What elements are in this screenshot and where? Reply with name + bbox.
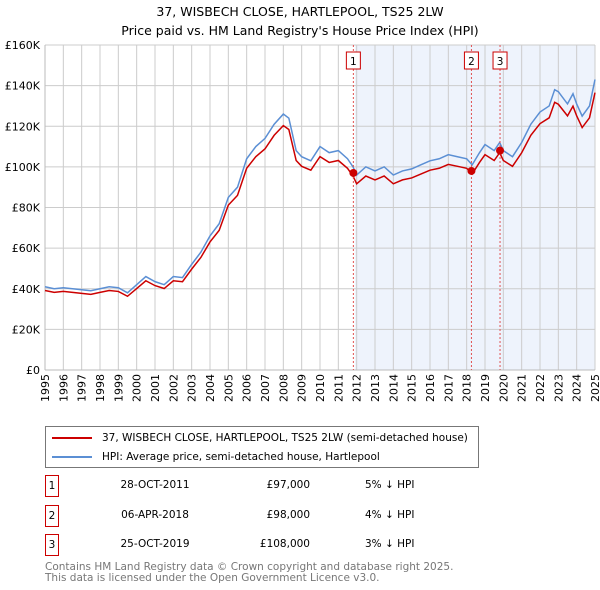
chart-title: 37, WISBECH CLOSE, HARTLEPOOL, TS25 2LW … — [0, 2, 600, 40]
x-tick-label: 2015 — [406, 374, 419, 402]
x-tick-label: 2017 — [442, 374, 455, 402]
sale-price: £97,000 — [266, 479, 310, 491]
sale-date: 06-APR-2018 — [121, 509, 189, 521]
y-tick-label: £100K — [5, 161, 41, 174]
x-tick-label: 2023 — [552, 374, 565, 402]
hpi-line — [44, 79, 596, 294]
sale-point — [349, 168, 358, 177]
footer-line: Contains HM Land Registry data © Crown c… — [45, 561, 454, 573]
sale-hpi: 4% ↓ HPI — [365, 509, 415, 521]
sale-label: 3 — [497, 56, 504, 68]
x-tick-label: 2005 — [222, 374, 235, 402]
subtitle: Price paid vs. HM Land Registry's House … — [121, 23, 479, 38]
x-tick-label: 2010 — [314, 374, 327, 402]
y-tick-label: £80K — [12, 202, 41, 215]
y-tick-label: £160K — [5, 39, 41, 52]
sale-price: £108,000 — [259, 538, 310, 550]
x-tick-label: 2016 — [424, 374, 437, 402]
x-tick-label: 2014 — [387, 374, 400, 402]
x-tick-label: 2006 — [241, 374, 254, 402]
x-tick-label: 2007 — [259, 374, 272, 402]
y-tick-label: £140K — [5, 80, 41, 93]
sale-marker: 3 — [45, 534, 59, 556]
x-tick-label: 2024 — [571, 374, 584, 402]
x-tick-label: 2022 — [534, 374, 547, 402]
legend-item-property: 37, WISBECH CLOSE, HARTLEPOOL, TS25 2LW … — [52, 429, 468, 447]
x-tick-label: 2001 — [149, 374, 162, 402]
sale-label-box — [492, 51, 508, 70]
sale-point — [467, 166, 476, 175]
sale-label-box — [463, 51, 479, 70]
x-tick-label: 1997 — [76, 374, 89, 402]
y-tick-label: £120K — [5, 120, 41, 133]
x-tick-label: 1998 — [94, 374, 107, 402]
sale-label: 1 — [350, 56, 357, 68]
footer-line: This data is licensed under the Open Gov… — [45, 572, 380, 584]
sale-price: £98,000 — [266, 509, 310, 521]
x-tick-label: 2002 — [167, 374, 180, 402]
sale-marker: 2 — [45, 505, 59, 527]
legend-label: HPI: Average price, semi-detached house,… — [102, 451, 380, 463]
legend-item-hpi: HPI: Average price, semi-detached house,… — [52, 448, 380, 466]
x-tick-label: 2011 — [332, 374, 345, 402]
sale-row: 1 28-OCT-2011 £97,000 5% ↓ HPI — [45, 475, 445, 497]
sale-point — [496, 146, 505, 155]
sale-label-box — [345, 51, 361, 70]
x-tick-label: 2008 — [277, 374, 290, 402]
legend-blue-line — [52, 456, 92, 458]
footer: Contains HM Land Registry data © Crown c… — [45, 562, 453, 584]
property-line — [44, 92, 596, 298]
x-tick-label: 1999 — [112, 374, 125, 402]
sale-hpi: 3% ↓ HPI — [365, 538, 415, 550]
x-tick-label: 1996 — [57, 374, 70, 402]
sale-marker: 1 — [45, 475, 59, 497]
x-tick-label: 2025 — [589, 374, 600, 402]
x-tick-label: 2021 — [516, 374, 529, 402]
x-tick-label: 2020 — [497, 374, 510, 402]
price-chart: 1995 1996 1997 1998 1999 2000 2001 2002 2003 2004… — [5, 39, 600, 402]
sale-date: 25-OCT-2019 — [120, 538, 190, 550]
x-tick-label: 2013 — [369, 374, 382, 402]
sale-date: 28-OCT-2011 — [120, 479, 190, 491]
legend-red-line — [52, 437, 92, 439]
x-tick-label: 2012 — [351, 374, 364, 402]
title: 37, WISBECH CLOSE, HARTLEPOOL, TS25 2LW — [156, 4, 444, 19]
y-tick-label: £20K — [12, 323, 41, 336]
x-tick-label: 2004 — [204, 374, 217, 402]
x-tick-label: 2000 — [131, 374, 144, 402]
x-tick-label: 2018 — [461, 374, 474, 402]
x-tick-label: 2009 — [296, 374, 309, 402]
legend: 37, WISBECH CLOSE, HARTLEPOOL, TS25 2LW … — [45, 426, 479, 468]
y-tick-label: £40K — [12, 283, 41, 296]
y-tick-label: £0 — [26, 364, 40, 377]
x-tick-label: 2003 — [186, 374, 199, 402]
sale-row: 2 06-APR-2018 £98,000 4% ↓ HPI — [45, 505, 445, 527]
x-tick-label: 1995 — [39, 374, 52, 402]
legend-label: 37, WISBECH CLOSE, HARTLEPOOL, TS25 2LW … — [102, 432, 468, 444]
sale-row: 3 25-OCT-2019 £108,000 3% ↓ HPI — [45, 534, 445, 556]
y-tick-label: £60K — [12, 242, 41, 255]
sale-label: 2 — [468, 56, 475, 68]
x-tick-label: 2019 — [479, 374, 492, 402]
sale-hpi: 5% ↓ HPI — [365, 479, 415, 491]
